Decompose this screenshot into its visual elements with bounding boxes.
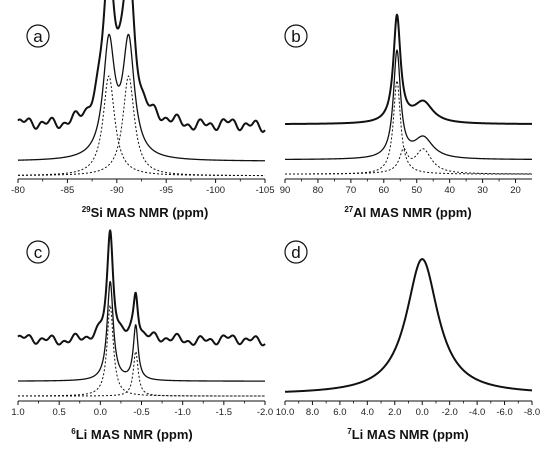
x-axis-title: 27Al MAS NMR (ppm) bbox=[344, 205, 471, 220]
experimental-trace bbox=[284, 13, 533, 125]
x-tick-label: -1.0 bbox=[174, 407, 190, 418]
x-tick-label: 20 bbox=[510, 185, 521, 196]
x-tick-label: 0.0 bbox=[94, 407, 107, 418]
component-trace bbox=[17, 351, 266, 397]
x-axis-title: 29Si MAS NMR (ppm) bbox=[82, 205, 209, 220]
component-trace bbox=[284, 80, 533, 175]
component-trace bbox=[17, 75, 266, 177]
x-tick-label: 90 bbox=[280, 185, 291, 196]
x-tick-label: 0.5 bbox=[53, 407, 66, 418]
panel-d: 10.0 8.0 6.0 4.0 2.0 0.0 -2.0 -4.0 -6.0 -8.0 d 7L… bbox=[276, 240, 540, 442]
x-tick-label: 80 bbox=[313, 185, 324, 196]
x-tick-label: -100 bbox=[206, 185, 225, 196]
panel-label: a bbox=[33, 27, 43, 46]
x-tick-label: -1.5 bbox=[216, 407, 232, 418]
x-tick-label: 60 bbox=[379, 185, 390, 196]
x-tick-label: -80 bbox=[11, 185, 25, 196]
panel-c: 1.0 0.5 0.0 -0.5 -1.0 -1.5 -2.0 c 6Li MAS NMR … bbox=[11, 229, 273, 442]
panel-label: b bbox=[291, 27, 300, 46]
x-axis-ticks: 10.0 8.0 6.0 4.0 2.0 0.0 -2.0 -4.0 -6.0 -8.0 bbox=[276, 401, 540, 418]
component-trace bbox=[17, 75, 266, 177]
panel-label-circle bbox=[26, 24, 50, 48]
simulated-trace bbox=[17, 280, 266, 382]
experimental-trace bbox=[17, 0, 266, 133]
panel-label-circle bbox=[284, 240, 308, 264]
x-axis-title: 7Li MAS NMR (ppm) bbox=[347, 427, 468, 442]
x-tick-label: -2.0 bbox=[257, 407, 273, 418]
experimental-trace bbox=[17, 229, 266, 347]
x-axis-ticks: 90 80 70 60 50 40 30 20 bbox=[280, 179, 521, 196]
x-tick-label: 8.0 bbox=[306, 407, 319, 418]
x-tick-label: 1.0 bbox=[11, 407, 24, 418]
x-tick-label: 2.0 bbox=[388, 407, 401, 418]
x-tick-label: 6.0 bbox=[333, 407, 346, 418]
x-axis-title: 6Li MAS NMR (ppm) bbox=[71, 427, 192, 442]
simulated-trace bbox=[17, 33, 266, 162]
x-tick-label: 70 bbox=[346, 185, 357, 196]
x-tick-label: -2.0 bbox=[441, 407, 457, 418]
x-tick-label: 4.0 bbox=[361, 407, 374, 418]
simulated-trace bbox=[284, 49, 533, 161]
x-tick-label: 30 bbox=[477, 185, 488, 196]
x-tick-label: 50 bbox=[411, 185, 422, 196]
x-tick-label: -6.0 bbox=[496, 407, 512, 418]
x-tick-label: -85 bbox=[61, 185, 75, 196]
panel-label-circle bbox=[284, 24, 308, 48]
panel-label: c bbox=[34, 243, 43, 262]
panel-label: d bbox=[291, 243, 300, 262]
x-tick-label: 10.0 bbox=[276, 407, 295, 418]
spectra-traces bbox=[284, 13, 533, 175]
x-tick-label: -0.5 bbox=[133, 407, 149, 418]
panel-a: -80 -85 -90 -95 -100 -105 a 29Si MAS NMR (ppm… bbox=[11, 0, 275, 220]
x-tick-label: -90 bbox=[110, 185, 124, 196]
x-tick-label: -95 bbox=[159, 185, 173, 196]
x-tick-label: -105 bbox=[255, 185, 274, 196]
x-tick-label: -8.0 bbox=[524, 407, 540, 418]
x-tick-label: 40 bbox=[444, 185, 455, 196]
x-axis-ticks: -80 -85 -90 -95 -100 -105 bbox=[11, 179, 275, 196]
component-trace bbox=[284, 147, 533, 175]
spectra-traces bbox=[284, 258, 533, 393]
x-tick-label: 0.0 bbox=[416, 407, 429, 418]
x-tick-label: -4.0 bbox=[469, 407, 485, 418]
x-axis-ticks: 1.0 0.5 0.0 -0.5 -1.0 -1.5 -2.0 bbox=[11, 401, 273, 418]
spectra-traces bbox=[17, 229, 266, 397]
panel-b: 90 80 70 60 50 40 30 20 b 27Al MAS NMR (ppm) bbox=[280, 13, 533, 220]
component-trace bbox=[17, 304, 266, 397]
panel-label-circle bbox=[26, 240, 50, 264]
experimental-trace bbox=[284, 258, 533, 393]
spectra-traces bbox=[17, 0, 266, 177]
